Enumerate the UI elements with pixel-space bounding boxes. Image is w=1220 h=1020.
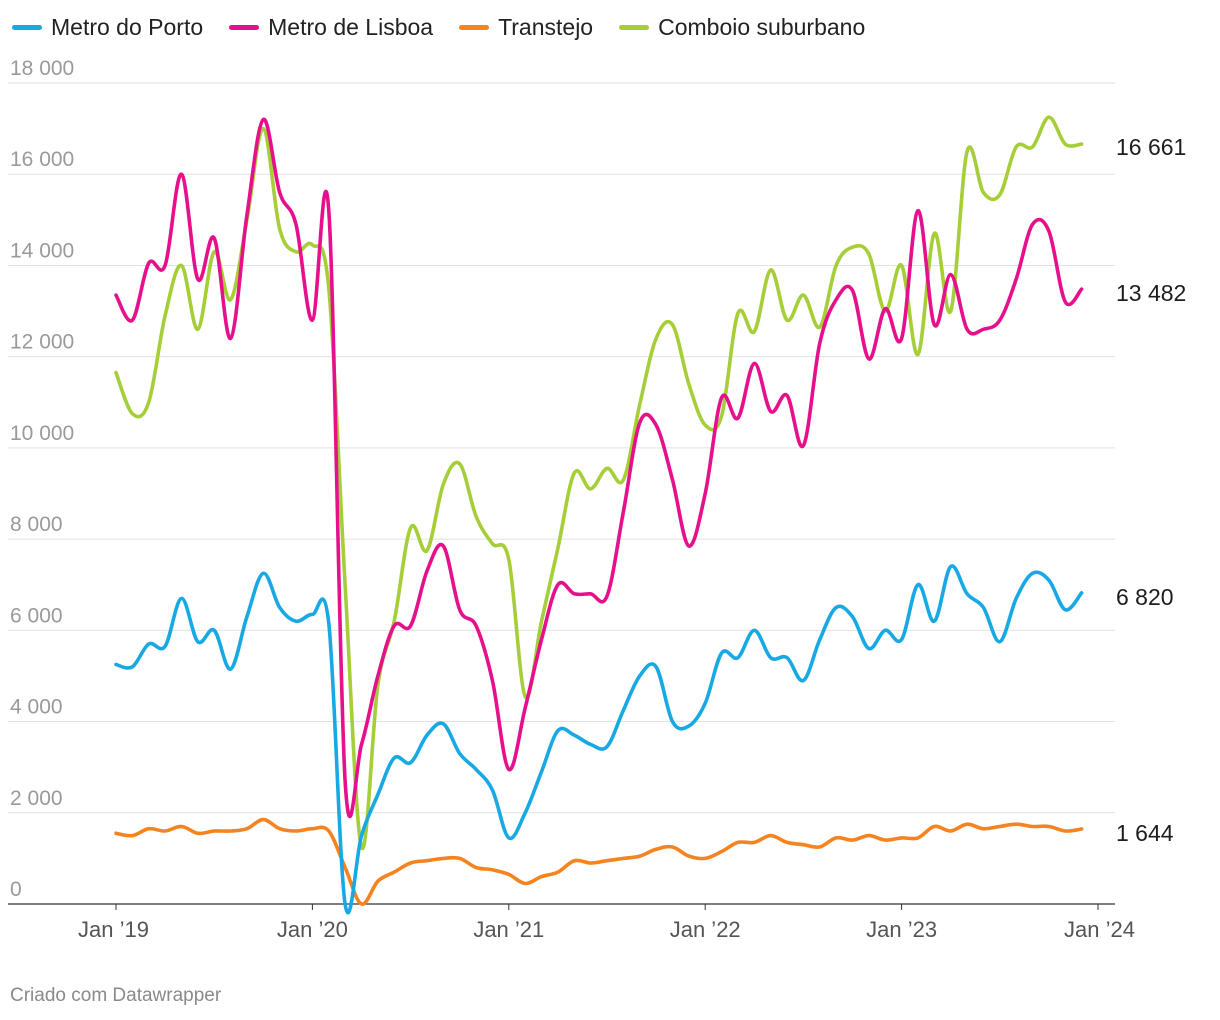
y-tick-label: 6 000 <box>10 604 63 627</box>
series-line-transtejo[interactable] <box>114 817 1084 906</box>
y-tick-label: 10 000 <box>10 422 74 445</box>
end-label-metro-do-porto: 6 820 <box>1116 584 1174 610</box>
legend-swatch-icon <box>459 25 490 30</box>
y-tick-label: 8 000 <box>10 513 63 536</box>
end-label-transtejo: 1 644 <box>1116 820 1174 846</box>
end-label-metro-de-lisboa: 13 482 <box>1116 280 1186 306</box>
y-tick-label: 0 <box>10 878 22 901</box>
legend-label: Transtejo <box>498 14 594 40</box>
legend: Metro do Porto Metro de Lisboa Transtejo… <box>12 14 865 41</box>
series-lines <box>114 115 1084 915</box>
legend-label: Metro do Porto <box>51 14 204 40</box>
y-axis-ticks: 0 2 000 4 000 6 000 8 000 10 000 12 000 14 000 1… <box>10 57 74 901</box>
series-line-metro-de-lisboa[interactable] <box>114 117 1084 819</box>
legend-label: Comboio suburbano <box>658 14 866 40</box>
x-axis-ticks: Jan ’19 Jan ’20 Jan ’21 Jan ’22 Jan ’23 Jan ’… <box>78 904 1135 942</box>
legend-swatch-icon <box>619 25 650 30</box>
x-tick-label: Jan ’21 <box>473 917 544 942</box>
x-tick-label: Jan ’19 <box>78 917 149 942</box>
legend-item-comboio-suburbano[interactable]: Comboio suburbano <box>619 14 865 41</box>
legend-item-metro-lisboa[interactable]: Metro de Lisboa <box>229 14 433 41</box>
y-tick-label: 2 000 <box>10 787 63 810</box>
end-label-comboio-suburbano: 16 661 <box>1116 134 1186 160</box>
x-tick-label: Jan ’20 <box>277 917 348 942</box>
legend-item-transtejo[interactable]: Transtejo <box>459 14 593 41</box>
x-tick-label: Jan ’22 <box>670 917 741 942</box>
x-tick-label: Jan ’24 <box>1064 917 1135 942</box>
y-tick-label: 12 000 <box>10 331 74 354</box>
series-line-metro-do-porto[interactable] <box>114 564 1084 915</box>
line-chart: 0 2 000 4 000 6 000 8 000 10 000 12 000 14 000 1… <box>8 57 1186 942</box>
footer-credit[interactable]: Criado com Datawrapper <box>10 985 222 1006</box>
legend-swatch-icon <box>12 25 42 30</box>
y-tick-label: 18 000 <box>10 57 74 80</box>
series-line-comboio-suburbano[interactable] <box>114 115 1084 851</box>
y-tick-label: 4 000 <box>10 696 63 719</box>
end-labels: 6 820 13 482 1 644 16 661 <box>1116 134 1186 846</box>
y-tick-label: 14 000 <box>10 239 74 262</box>
x-tick-label: Jan ’23 <box>866 917 937 942</box>
legend-item-metro-porto[interactable]: Metro do Porto <box>12 14 203 41</box>
y-tick-label: 16 000 <box>10 148 74 171</box>
legend-swatch-icon <box>229 25 260 30</box>
legend-label: Metro de Lisboa <box>268 14 434 40</box>
